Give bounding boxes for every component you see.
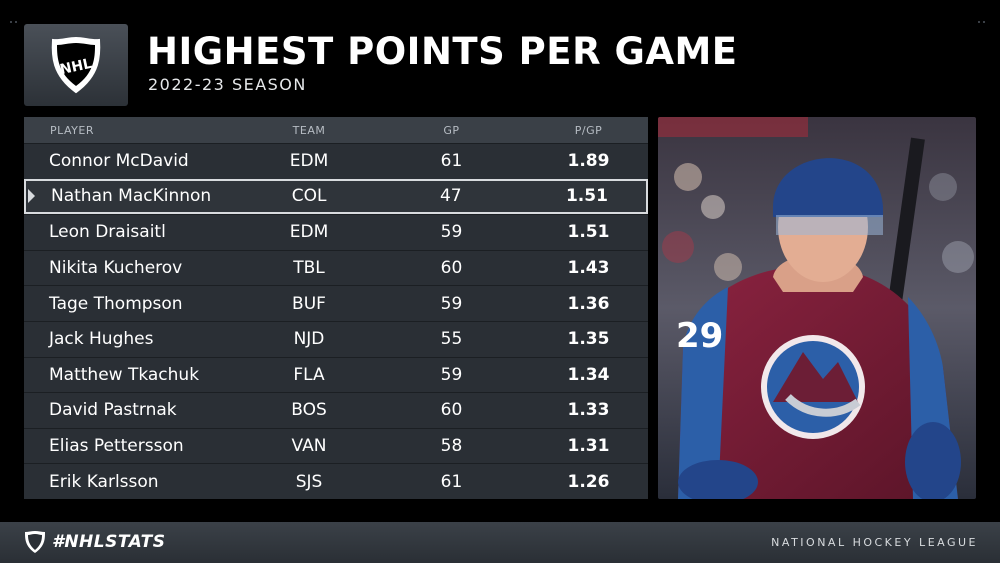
team-code: SJS <box>295 471 323 492</box>
player-name: Nikita Kucherov <box>49 258 183 279</box>
player-name: Tage Thompson <box>49 293 183 314</box>
player-name: Jack Hughes <box>49 329 154 350</box>
table-row: Jack Hughes NJD 55 1.35 <box>24 320 648 357</box>
nhl-logo-text: NHL <box>59 56 94 78</box>
points-per-game: 1.34 <box>567 364 610 385</box>
team-code: NJD <box>293 329 325 350</box>
player-photo-illustration: 29 <box>658 117 976 499</box>
team-code: TBL <box>293 258 325 279</box>
team-code: FLA <box>293 364 325 385</box>
points-per-game: 1.51 <box>567 222 610 243</box>
points-per-game: 1.36 <box>567 293 610 314</box>
team-code: COL <box>291 186 327 207</box>
footer-bar: #NHLSTATS NATIONAL HOCKEY LEAGUE <box>0 522 1000 563</box>
games-played: 60 <box>440 400 463 421</box>
team-code: VAN <box>291 436 327 457</box>
games-played: 60 <box>440 258 463 279</box>
points-per-game: 1.33 <box>567 400 610 421</box>
games-played: 59 <box>440 364 463 385</box>
games-played: 47 <box>439 186 462 207</box>
games-played: 58 <box>440 436 463 457</box>
jersey-number: 29 <box>676 316 723 356</box>
team-code: BUF <box>292 293 326 314</box>
games-played: 59 <box>440 222 463 243</box>
table-row: Matthew Tkachuk FLA 59 1.34 <box>24 356 648 393</box>
games-played: 59 <box>440 293 463 314</box>
games-played: 55 <box>440 329 463 350</box>
player-photo: 29 <box>658 117 976 499</box>
nhl-shield-icon: NHL <box>51 36 101 94</box>
footer-hashtag: #NHLSTATS <box>52 532 166 552</box>
page-subtitle: 2022-23 SEASON <box>148 75 307 94</box>
player-name: Nathan MacKinnon <box>51 186 212 207</box>
stats-table: PLAYER TEAM GP P/GP Connor McDavid EDM 6… <box>24 117 648 499</box>
points-per-game: 1.26 <box>567 471 610 492</box>
player-name: Erik Karlsson <box>49 471 159 492</box>
column-header-team: TEAM <box>292 123 326 137</box>
table-header: PLAYER TEAM GP P/GP <box>24 117 648 143</box>
player-name: Connor McDavid <box>49 151 189 172</box>
points-per-game: 1.89 <box>567 151 610 172</box>
nhl-logo-box: NHL <box>24 24 128 106</box>
table-row: Tage Thompson BUF 59 1.36 <box>24 285 648 321</box>
footer-league-name: NATIONAL HOCKEY LEAGUE <box>771 536 978 549</box>
games-played: 61 <box>440 471 463 492</box>
corner-dots-left <box>10 8 22 23</box>
player-name: Leon Draisaitl <box>49 222 166 243</box>
table-row-highlighted: Nathan MacKinnon COL 47 1.51 <box>24 178 648 215</box>
team-code: EDM <box>289 222 329 243</box>
table-row: David Pastrnak BOS 60 1.33 <box>24 392 648 428</box>
column-header-player: PLAYER <box>50 123 94 137</box>
team-code: EDM <box>289 151 329 172</box>
points-per-game: 1.35 <box>567 329 610 350</box>
page-title: HIGHEST POINTS PER GAME <box>147 30 738 73</box>
player-name: Elias Pettersson <box>49 436 184 457</box>
points-per-game: 1.51 <box>565 186 608 207</box>
table-row: Connor McDavid EDM 61 1.89 <box>24 143 648 179</box>
points-per-game: 1.43 <box>567 258 610 279</box>
points-per-game: 1.31 <box>567 436 610 457</box>
table-row: Erik Karlsson SJS 61 1.26 <box>24 463 648 499</box>
nhl-shield-small-icon <box>25 531 45 553</box>
column-header-gp: GP <box>443 123 460 137</box>
player-name: David Pastrnak <box>49 400 177 421</box>
games-played: 61 <box>440 151 463 172</box>
player-name: Matthew Tkachuk <box>49 364 200 385</box>
table-row: Leon Draisaitl EDM 59 1.51 <box>24 214 648 250</box>
corner-dots-right <box>978 8 990 23</box>
table-row: Elias Pettersson VAN 58 1.31 <box>24 427 648 464</box>
team-code: BOS <box>291 400 327 421</box>
column-header-ppg: P/GP <box>574 123 603 137</box>
table-row: Nikita Kucherov TBL 60 1.43 <box>24 249 648 286</box>
